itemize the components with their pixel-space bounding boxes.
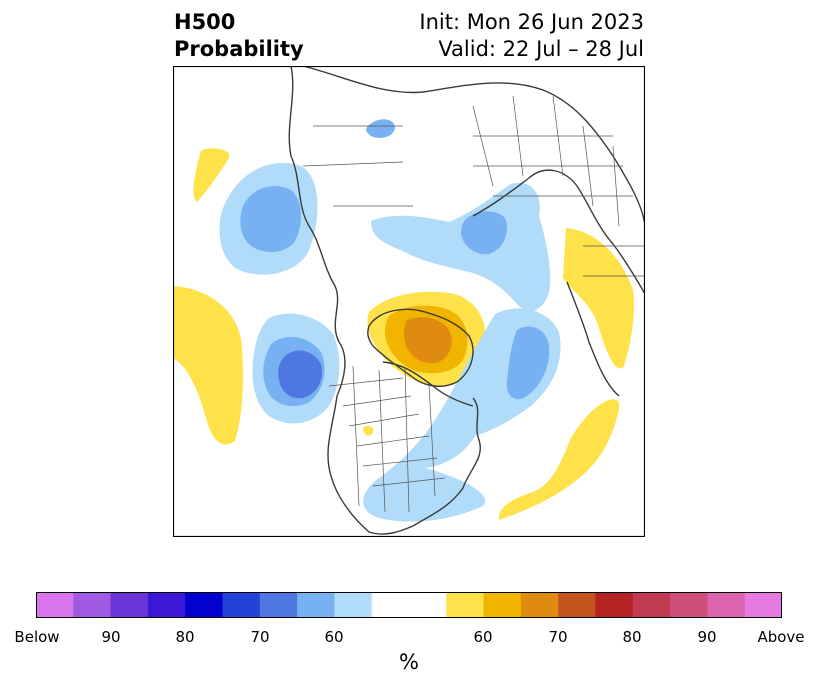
above-60-atlantic bbox=[498, 399, 620, 520]
colorbar-swatch bbox=[297, 592, 335, 618]
coastlines bbox=[288, 66, 645, 535]
colorbar-swatch bbox=[147, 592, 186, 618]
colorbar-swatch bbox=[520, 592, 559, 618]
below-70-siberia bbox=[461, 211, 508, 255]
colorbar-tick-label: 80 bbox=[622, 628, 642, 646]
colorbar-swatch bbox=[707, 592, 746, 618]
colorbar-swatch bbox=[446, 592, 485, 618]
colorbar bbox=[36, 592, 782, 618]
below-70-north-atlantic bbox=[506, 326, 550, 400]
below-normal-areas bbox=[219, 119, 561, 522]
below-60-arctic-spot bbox=[366, 119, 395, 138]
colorbar-swatch bbox=[371, 592, 447, 618]
colorbar-swatch bbox=[483, 592, 522, 618]
colorbar-tick-label: 80 bbox=[175, 628, 195, 646]
below-70-alaska bbox=[240, 186, 301, 253]
colorbar-swatch bbox=[744, 592, 782, 618]
above-normal-areas bbox=[173, 148, 635, 520]
colorbar-outline bbox=[36, 592, 782, 618]
above-60-europe bbox=[563, 228, 635, 369]
colorbar-tick-label: 70 bbox=[548, 628, 568, 646]
colorbar-swatch bbox=[222, 592, 261, 618]
title-left: H500 Probability bbox=[174, 9, 304, 63]
colorbar-swatch bbox=[185, 592, 223, 618]
colorbar-swatch bbox=[632, 592, 671, 618]
valid-date-label: Valid: 22 Jul – 28 Jul bbox=[438, 37, 644, 61]
colorbar-unit-label: % bbox=[399, 650, 419, 674]
colorbar-tick-label: 90 bbox=[697, 628, 717, 646]
colorbar-tick-label: 90 bbox=[101, 628, 121, 646]
colorbar-swatch bbox=[259, 592, 298, 618]
colorbar-swatch bbox=[558, 592, 596, 618]
colorbar-swatch bbox=[670, 592, 708, 618]
colorbar-swatch bbox=[595, 592, 634, 618]
colorbar-tick-label: 70 bbox=[250, 628, 270, 646]
above-60-northwest bbox=[193, 148, 230, 202]
above-80-greenland bbox=[404, 317, 452, 364]
colorbar-swatches bbox=[36, 592, 782, 618]
map-border bbox=[173, 66, 645, 537]
map-panel bbox=[173, 66, 645, 537]
above-60-small-spot bbox=[363, 425, 374, 436]
init-date-label: Init: Mon 26 Jun 2023 bbox=[419, 10, 644, 34]
colorbar-tick-label: Below bbox=[14, 628, 60, 646]
colorbar-tick-label: Above bbox=[757, 628, 805, 646]
political-borders bbox=[302, 95, 645, 513]
colorbar-tick-label: 60 bbox=[324, 628, 344, 646]
colorbar-swatch bbox=[73, 592, 112, 618]
colorbar-tick-label: 60 bbox=[473, 628, 493, 646]
title-right: Init: Mon 26 Jun 2023 Valid: 22 Jul – 28… bbox=[419, 9, 644, 63]
below-80-west-canada bbox=[278, 350, 323, 399]
product-label: Probability bbox=[174, 37, 304, 61]
above-60-east-pacific bbox=[173, 286, 243, 445]
colorbar-swatch bbox=[110, 592, 149, 618]
variable-label: H500 bbox=[174, 10, 236, 34]
below-60-siberia bbox=[371, 182, 551, 311]
colorbar-swatch bbox=[36, 592, 74, 618]
colorbar-swatch bbox=[334, 592, 373, 618]
